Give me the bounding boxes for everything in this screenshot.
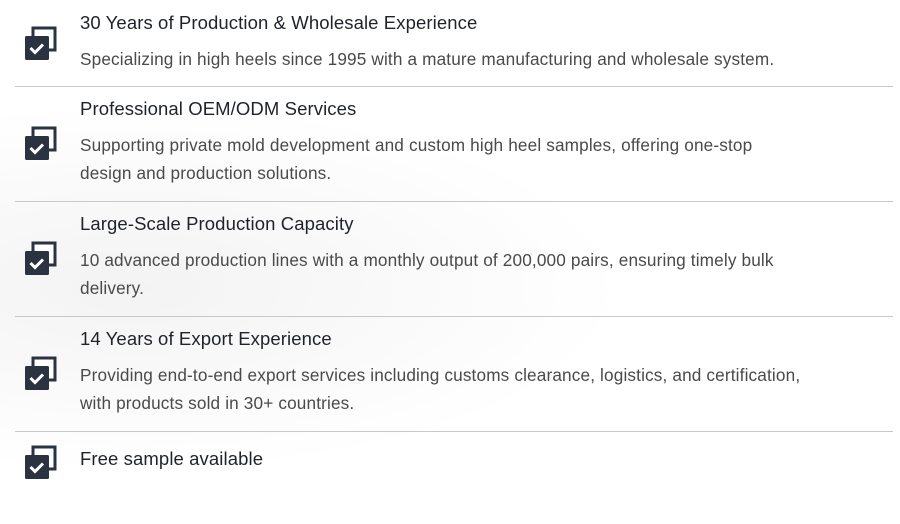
- description-line: 10 advanced production lines with a mont…: [80, 250, 774, 270]
- checked-copy-icon: [24, 445, 58, 479]
- description-line: design and production solutions.: [80, 163, 332, 183]
- checked-copy-icon: [24, 241, 58, 275]
- feature-description: Specializing in high heels since 1995 wi…: [80, 45, 774, 73]
- divider: [15, 431, 893, 432]
- feature-title: Large-Scale Production Capacity: [80, 213, 354, 234]
- checked-copy-icon: [24, 356, 58, 390]
- feature-description: Providing end-to-end export services inc…: [80, 361, 800, 417]
- description-line: with products sold in 30+ countries.: [80, 393, 355, 413]
- feature-title: Professional OEM/ODM Services: [80, 98, 357, 119]
- feature-title: Free sample available: [80, 448, 264, 469]
- description-line: Specializing in high heels since 1995 wi…: [80, 49, 775, 69]
- description-line: delivery.: [80, 278, 145, 298]
- feature-description: Supporting private mold development and …: [80, 131, 752, 187]
- description-line: Supporting private mold development and …: [80, 135, 753, 155]
- checked-copy-icon: [24, 126, 58, 160]
- description-line: Providing end-to-end export services inc…: [80, 365, 801, 385]
- feature-title: 14 Years of Export Experience: [80, 328, 332, 349]
- feature-title: 30 Years of Production & Wholesale Exper…: [80, 12, 478, 33]
- divider: [15, 201, 893, 202]
- divider: [15, 86, 893, 87]
- feature-description: 10 advanced production lines with a mont…: [80, 246, 774, 302]
- checked-copy-icon: [24, 26, 58, 60]
- divider: [15, 316, 893, 317]
